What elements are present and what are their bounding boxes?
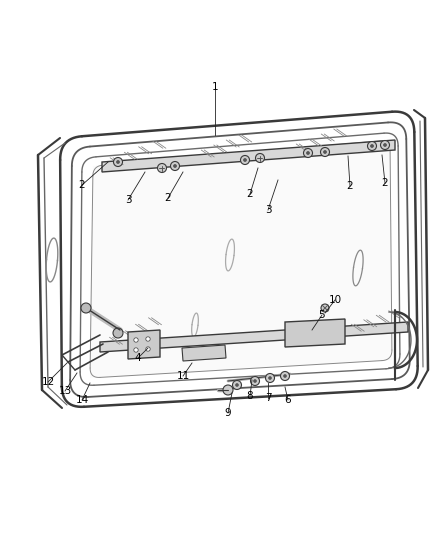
Text: 8: 8: [246, 391, 253, 401]
Circle shape: [265, 374, 274, 383]
Polygon shape: [90, 140, 391, 378]
Circle shape: [81, 303, 91, 313]
Circle shape: [268, 376, 271, 379]
Circle shape: [383, 143, 385, 147]
Circle shape: [145, 347, 150, 351]
Circle shape: [235, 384, 238, 386]
Circle shape: [255, 154, 264, 163]
Polygon shape: [284, 319, 344, 347]
Text: 14: 14: [75, 395, 88, 405]
Circle shape: [320, 148, 329, 157]
Circle shape: [250, 376, 259, 385]
Circle shape: [243, 158, 246, 161]
Text: 11: 11: [176, 371, 189, 381]
Circle shape: [323, 150, 326, 154]
Circle shape: [116, 160, 119, 164]
Text: 2: 2: [164, 193, 171, 203]
Text: 5: 5: [318, 310, 325, 320]
Text: 7: 7: [264, 393, 271, 403]
Text: 6: 6: [284, 395, 291, 405]
Circle shape: [367, 141, 376, 150]
Text: 2: 2: [246, 189, 253, 199]
Text: 13: 13: [58, 386, 71, 396]
Text: 2: 2: [78, 180, 85, 190]
Text: 3: 3: [124, 195, 131, 205]
Circle shape: [223, 385, 233, 395]
Polygon shape: [182, 345, 226, 361]
Circle shape: [283, 375, 286, 377]
Text: 4: 4: [134, 353, 141, 363]
Circle shape: [253, 379, 256, 383]
Circle shape: [157, 164, 166, 173]
Circle shape: [320, 304, 328, 312]
Circle shape: [232, 381, 241, 390]
Text: 2: 2: [346, 181, 353, 191]
Polygon shape: [100, 322, 407, 352]
Circle shape: [240, 156, 249, 165]
Circle shape: [113, 157, 122, 166]
Circle shape: [134, 338, 138, 342]
Polygon shape: [128, 330, 159, 359]
Circle shape: [170, 161, 179, 171]
Polygon shape: [102, 140, 394, 172]
Text: 9: 9: [224, 408, 231, 418]
Text: 1: 1: [211, 82, 218, 92]
Circle shape: [380, 141, 389, 149]
Circle shape: [173, 165, 176, 167]
Circle shape: [303, 149, 312, 157]
Text: 2: 2: [381, 178, 388, 188]
Circle shape: [145, 337, 150, 341]
Circle shape: [306, 151, 309, 155]
Text: 10: 10: [328, 295, 341, 305]
Circle shape: [280, 372, 289, 381]
Circle shape: [113, 328, 123, 338]
Text: 3: 3: [264, 205, 271, 215]
Text: 12: 12: [41, 377, 54, 387]
Circle shape: [134, 348, 138, 352]
Circle shape: [370, 144, 373, 148]
